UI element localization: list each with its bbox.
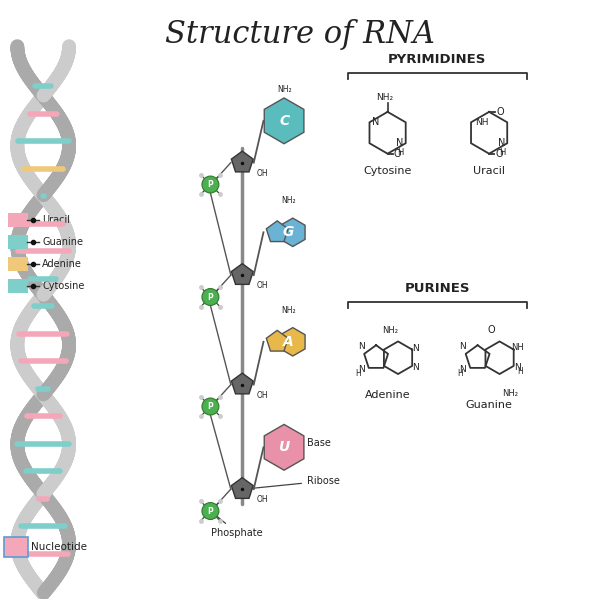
Text: N: N	[412, 362, 419, 371]
Text: O: O	[487, 325, 495, 335]
Text: G: G	[283, 226, 294, 239]
Text: OH: OH	[256, 391, 268, 400]
Text: N: N	[460, 342, 466, 351]
Text: H: H	[397, 148, 404, 157]
FancyBboxPatch shape	[4, 537, 28, 557]
Circle shape	[202, 289, 219, 305]
Polygon shape	[232, 151, 253, 172]
Text: NH₂: NH₂	[282, 306, 296, 315]
Text: O: O	[495, 149, 503, 158]
Text: N: N	[498, 138, 505, 148]
Text: H: H	[518, 367, 523, 376]
Text: P: P	[208, 402, 213, 411]
Text: Cytosine: Cytosine	[364, 166, 412, 176]
FancyBboxPatch shape	[8, 257, 28, 271]
Text: N: N	[460, 365, 466, 374]
Text: PYRIMIDINES: PYRIMIDINES	[388, 53, 487, 66]
Text: Guanine: Guanine	[42, 237, 83, 247]
Text: NH: NH	[475, 118, 488, 127]
Circle shape	[202, 398, 219, 415]
Polygon shape	[232, 478, 253, 499]
Text: Adenine: Adenine	[365, 390, 410, 400]
FancyBboxPatch shape	[8, 214, 28, 227]
Text: OH: OH	[256, 495, 268, 504]
Text: N: N	[397, 138, 404, 148]
Text: Cytosine: Cytosine	[42, 281, 85, 291]
Text: C: C	[279, 114, 289, 128]
Text: Structure of RNA: Structure of RNA	[165, 19, 435, 50]
Polygon shape	[232, 263, 253, 284]
Polygon shape	[280, 218, 305, 247]
Text: O: O	[496, 107, 504, 117]
Text: Adenine: Adenine	[42, 259, 82, 269]
Polygon shape	[232, 373, 253, 394]
Circle shape	[202, 503, 219, 520]
FancyBboxPatch shape	[8, 235, 28, 249]
Text: H: H	[499, 148, 505, 157]
Text: N: N	[358, 365, 365, 374]
Text: P: P	[208, 180, 213, 189]
Text: NH₂: NH₂	[277, 85, 292, 94]
Text: N: N	[412, 344, 419, 353]
Text: NH: NH	[511, 343, 524, 352]
Text: Ribose: Ribose	[247, 476, 340, 489]
Text: N: N	[373, 118, 380, 127]
Text: A: A	[283, 335, 293, 349]
Polygon shape	[264, 424, 304, 470]
Text: Guanine: Guanine	[466, 400, 512, 410]
Text: H: H	[355, 369, 361, 378]
Polygon shape	[264, 98, 304, 144]
Text: PURINES: PURINES	[404, 282, 470, 295]
Text: NH₂: NH₂	[382, 326, 398, 335]
Circle shape	[202, 176, 219, 193]
Text: Nucleotide: Nucleotide	[31, 542, 87, 552]
Text: N: N	[358, 342, 365, 351]
Polygon shape	[266, 331, 288, 351]
Polygon shape	[280, 328, 305, 356]
Text: Base: Base	[292, 439, 331, 448]
Text: OH: OH	[256, 169, 268, 178]
FancyBboxPatch shape	[8, 279, 28, 293]
Text: Phosphate: Phosphate	[211, 513, 263, 538]
Polygon shape	[266, 221, 288, 242]
Text: U: U	[278, 440, 290, 454]
Text: Uracil: Uracil	[473, 166, 505, 176]
Text: Uracil: Uracil	[42, 215, 70, 226]
Text: O: O	[394, 149, 401, 158]
Text: P: P	[208, 293, 213, 302]
Text: H: H	[457, 369, 463, 378]
Text: NH₂: NH₂	[282, 196, 296, 205]
Text: P: P	[208, 506, 213, 515]
Text: OH: OH	[256, 281, 268, 290]
Text: NH₂: NH₂	[502, 389, 518, 398]
Text: NH₂: NH₂	[376, 93, 393, 102]
Text: N: N	[514, 362, 521, 371]
